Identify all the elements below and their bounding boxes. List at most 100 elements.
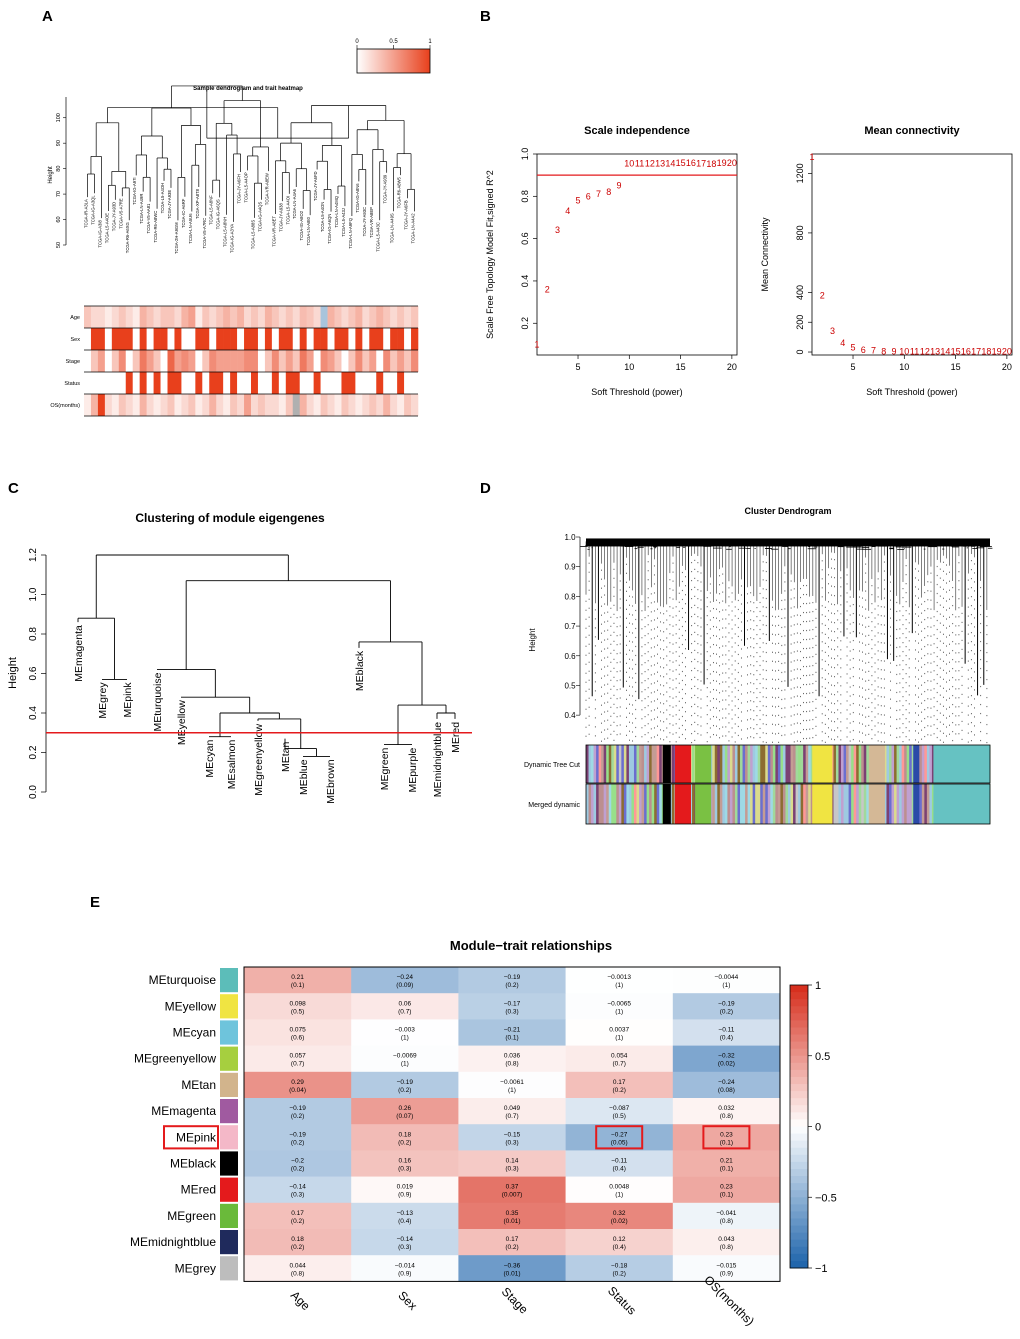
leaf-dot <box>908 631 910 633</box>
leaf-dot <box>691 732 693 735</box>
leaf-dot <box>806 737 808 740</box>
leaf-dot <box>626 635 627 637</box>
leaf-dot <box>952 658 954 661</box>
module-color-cell <box>866 784 870 824</box>
leaf-dot <box>753 629 755 631</box>
module-color-cell <box>649 745 653 783</box>
leaf-dot <box>828 583 829 585</box>
sample-label: TCGA-R6-A8W5 <box>397 176 402 208</box>
leaf-dot <box>793 714 795 716</box>
heatmap-cell <box>390 350 398 372</box>
leaf-dot <box>762 732 764 734</box>
leaf-dot <box>657 716 658 718</box>
leaf-dot <box>647 642 649 644</box>
heatmap-cell <box>251 350 259 372</box>
leaf-dot <box>883 579 885 581</box>
leaf-dot <box>675 741 677 743</box>
leaf-dot <box>697 661 699 663</box>
leaf-dot <box>588 733 590 735</box>
leaf-dot <box>939 568 941 570</box>
module-color-cell <box>626 745 630 783</box>
leaf-dot <box>722 573 724 575</box>
module-color-cell <box>841 745 844 783</box>
legend-tick-label: 0.5 <box>389 39 398 45</box>
leaf-dot <box>641 628 643 630</box>
correlation-value: 0.23 <box>720 1184 733 1191</box>
leaf-dot <box>700 635 702 637</box>
module-color-cell <box>719 745 723 783</box>
heatmap-cell <box>104 328 113 350</box>
leaf-dot <box>601 668 602 670</box>
heatmap-cell <box>264 306 273 328</box>
leaf-dot <box>759 709 761 712</box>
leaf-dot <box>986 642 988 645</box>
leaf-dot <box>921 720 923 722</box>
leaf-dot <box>644 707 646 709</box>
leaf-dot <box>890 590 891 592</box>
heatmap-cell <box>334 372 342 394</box>
leaf-dot <box>837 709 839 711</box>
leaf-dot <box>859 596 860 598</box>
leaf-dot <box>865 734 867 736</box>
leaf-dot <box>753 701 755 703</box>
leaf-dot <box>607 656 609 658</box>
correlation-cell <box>565 1045 674 1073</box>
point-label: 2 <box>820 290 825 300</box>
correlation-value: −0.15 <box>504 1131 521 1138</box>
leaf-dot <box>784 635 786 637</box>
leaf-dot <box>865 590 867 592</box>
leaf-dot <box>604 630 606 632</box>
leaf-dot <box>852 738 854 741</box>
leaf-dot <box>967 642 969 644</box>
leaf-dot <box>871 711 873 713</box>
leaf-dot <box>834 703 836 705</box>
leaf-dot <box>650 656 652 658</box>
leaf-dot <box>706 624 708 626</box>
leaf-dot <box>967 696 969 698</box>
module-color-cell <box>639 745 642 783</box>
leaf-dot <box>970 731 972 733</box>
point-label: 7 <box>596 189 601 199</box>
leaf-dot <box>828 655 829 657</box>
leaf-dot <box>883 741 885 743</box>
leaf-dot <box>942 669 944 671</box>
leaf-dot <box>660 648 661 650</box>
legend-tick-label: −1 <box>815 1263 828 1275</box>
legend-color-step <box>790 992 808 1000</box>
leaf-dot <box>700 608 702 610</box>
heatmap-cell <box>223 394 231 416</box>
y-tick-label: 60 <box>56 216 62 222</box>
module-color-cell <box>740 784 743 824</box>
leaf-dot <box>974 716 975 718</box>
leaf-dot <box>939 631 941 633</box>
module-color-cell <box>838 784 842 824</box>
module-color-cell <box>591 745 594 783</box>
leaf-dot <box>927 716 929 718</box>
leaf-dot <box>762 597 764 599</box>
heatmap-cell <box>202 394 210 416</box>
leaf-dot <box>722 690 724 692</box>
leaf-dot <box>846 655 848 657</box>
sample-label: TCGA-L5-A4OH <box>160 183 165 213</box>
leaf-dot <box>846 601 848 603</box>
correlation-cell <box>244 1019 352 1046</box>
module-color-cell <box>606 745 610 783</box>
leaf-dot <box>980 631 982 634</box>
leaf-dot <box>821 596 823 598</box>
heatmap-cell <box>160 394 168 416</box>
leaf-dot <box>918 597 919 599</box>
leaf-dot <box>828 574 829 576</box>
leaf-dot <box>970 596 972 598</box>
heatmap-cell <box>397 350 405 372</box>
leaf-dot <box>790 589 792 591</box>
leaf-dot <box>877 587 879 589</box>
correlation-pvalue: (0.04) <box>289 1087 306 1094</box>
leaf-dot <box>924 600 926 603</box>
leaf-dot <box>678 727 680 729</box>
leaf-dot <box>616 617 618 619</box>
leaf-dot <box>890 734 891 736</box>
leaf-dot <box>759 736 761 739</box>
leaf-dot <box>809 674 811 676</box>
point-label: 12 <box>645 159 655 169</box>
leaf-dot <box>942 687 944 689</box>
